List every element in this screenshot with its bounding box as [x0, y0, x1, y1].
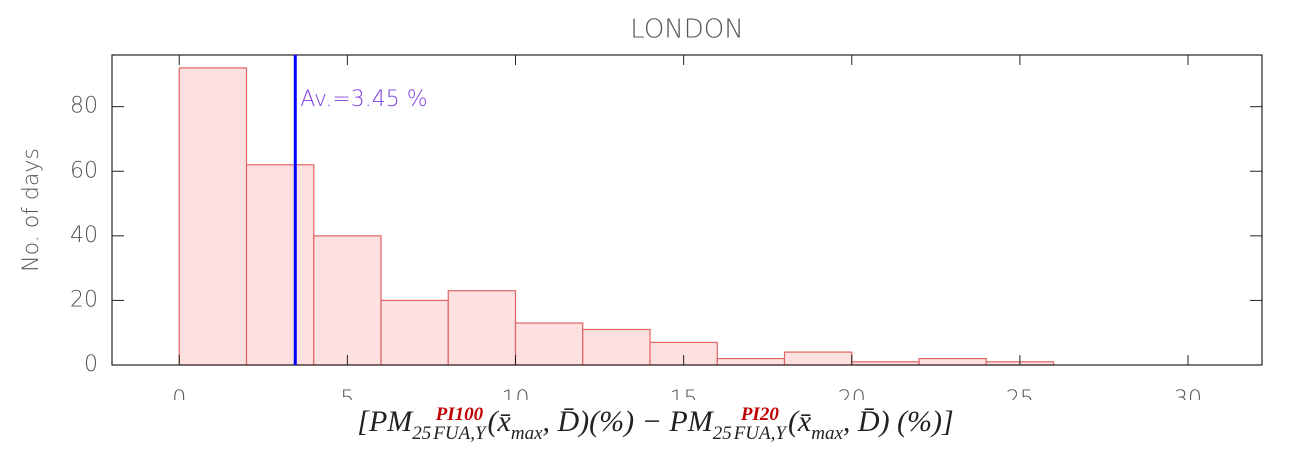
- x-label-part: (x̄: [787, 405, 812, 438]
- x-label-stack: PI20 FUA,Y: [734, 405, 786, 443]
- y-tick-label: 20: [70, 287, 98, 312]
- y-axis-label: No. of days: [19, 148, 44, 272]
- x-label-part: [PM: [357, 405, 413, 438]
- plot-frame: [111, 54, 1263, 366]
- bar: [716, 357, 786, 366]
- x-label-part: FUA,Y: [433, 423, 486, 445]
- x-axis-label: [PM25 PI100 FUA,Y (x̄max, D̄)(%) − PM25 PI20…: [0, 405, 1311, 445]
- x-label-part: 25: [712, 423, 732, 444]
- x-label-part: , D̄) (%)]: [842, 405, 954, 438]
- x-label-part: PI20: [740, 404, 779, 426]
- bar: [380, 299, 449, 366]
- x-tick-label: 30: [1174, 387, 1202, 400]
- average-annotation: Av.=3.45 %: [300, 87, 427, 112]
- x-tick-label: 10: [502, 387, 530, 400]
- bar: [178, 67, 248, 366]
- bar: [514, 322, 584, 366]
- x-label-part: max: [510, 423, 543, 444]
- y-tick-label: 0: [84, 352, 98, 377]
- x-label-part: PI100: [435, 404, 484, 426]
- bar: [313, 235, 382, 366]
- x-tick-label: 15: [670, 387, 698, 400]
- y-tick-label: 40: [70, 223, 98, 248]
- chart-title: LONDON: [630, 15, 743, 45]
- x-label-part: max: [811, 423, 843, 444]
- x-tick-label: 0: [172, 387, 186, 400]
- bar: [245, 164, 315, 366]
- bar: [582, 328, 651, 366]
- x-tick-label: 20: [838, 387, 866, 400]
- x-label-stack: PI100 FUA,Y: [433, 405, 485, 443]
- chart: LONDON No. of days 0 5 10 15 20 25 30 0 20 40 60 80…: [19, 15, 1263, 400]
- x-label-part: FUA,Y: [733, 423, 786, 445]
- bar: [447, 290, 517, 366]
- x-tick-label: 5: [340, 387, 354, 400]
- x-label-part: (x̄: [487, 405, 511, 438]
- y-tick-label: 60: [70, 158, 98, 183]
- bar: [918, 357, 987, 366]
- y-tick-label: 80: [70, 94, 98, 119]
- bar: [783, 351, 853, 366]
- x-label-part: 25: [412, 423, 432, 444]
- x-label-part: , D̄)(%) − PM: [542, 405, 713, 438]
- x-tick-label: 25: [1006, 387, 1034, 400]
